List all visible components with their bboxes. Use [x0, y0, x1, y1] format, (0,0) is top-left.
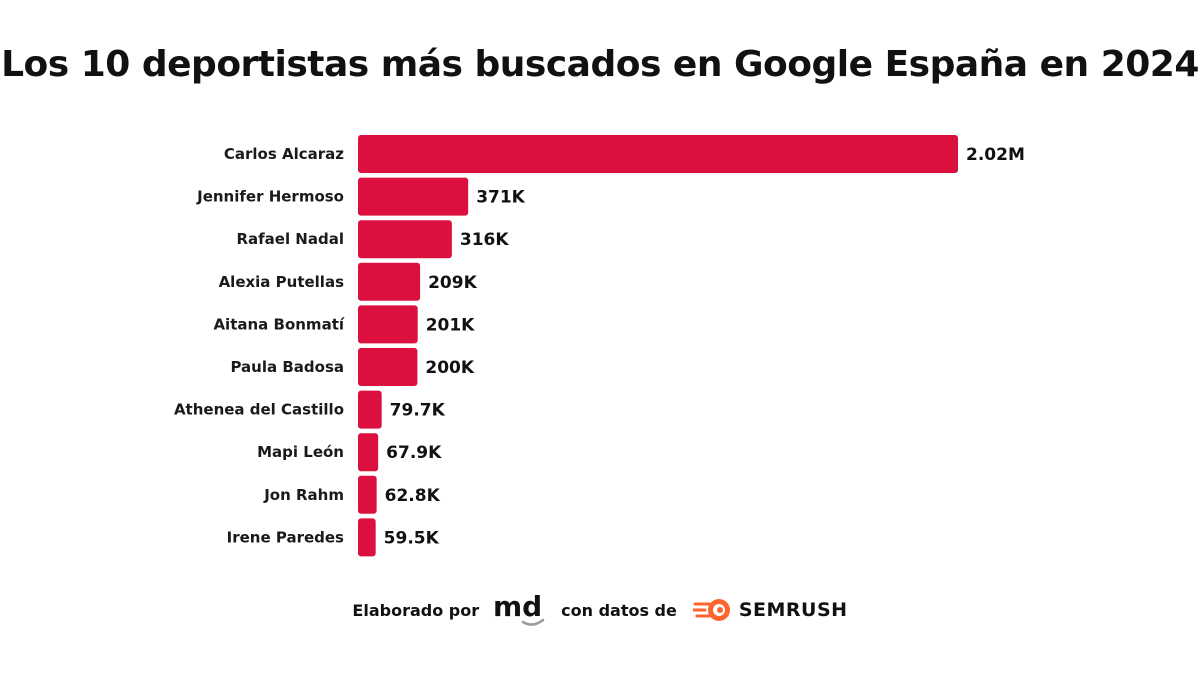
- category-label-6: Athenea del Castillo: [174, 401, 344, 419]
- value-label-5: 200K: [425, 358, 474, 378]
- bar-4: [358, 305, 418, 344]
- bar-3: [358, 262, 421, 301]
- bar-2: [358, 220, 452, 259]
- category-label-3: Alexia Putellas: [219, 273, 345, 291]
- bar-9: [358, 518, 376, 557]
- bar-5: [358, 348, 418, 386]
- data-from-label: con datos de: [561, 600, 677, 620]
- value-label-0: 2.02M: [966, 145, 1025, 165]
- category-label-2: Rafael Nadal: [236, 230, 344, 248]
- value-label-1: 371K: [476, 188, 525, 208]
- semrush-flame-icon: [692, 599, 730, 621]
- footer-credits: Elaborado por md con datos de SEMRUSH: [0, 590, 1200, 630]
- category-label-5: Paula Badosa: [230, 358, 344, 376]
- bar-7: [358, 433, 379, 472]
- category-label-9: Irene Paredes: [227, 528, 344, 546]
- md-logo-text: md: [493, 592, 542, 623]
- category-label-0: Carlos Alcaraz: [224, 145, 344, 163]
- value-label-3: 209K: [428, 273, 477, 293]
- value-label-8: 62.8K: [385, 486, 441, 506]
- category-label-8: Jon Rahm: [263, 486, 344, 504]
- bar-chart: Carlos Alcaraz 2.02M Jennifer Hermoso 371K R…: [174, 135, 1025, 557]
- semrush-logo: SEMRUSH: [692, 596, 848, 624]
- value-label-6: 79.7K: [390, 401, 446, 421]
- category-label-1: Jennifer Hermoso: [196, 188, 344, 206]
- md-logo: md: [493, 592, 545, 626]
- category-label-7: Mapi León: [257, 443, 344, 461]
- value-label-2: 316K: [460, 230, 509, 250]
- value-label-4: 201K: [426, 315, 475, 335]
- value-label-7: 67.9K: [386, 443, 442, 463]
- bar-8: [358, 475, 377, 514]
- bar-6: [358, 390, 382, 429]
- bar-1: [358, 177, 469, 216]
- chart-title: Los 10 deportistas más buscados en Googl…: [1, 44, 1199, 85]
- value-label-9: 59.5K: [384, 528, 440, 548]
- category-label-4: Aitana Bonmatí: [213, 315, 344, 333]
- made-by-label: Elaborado por: [352, 600, 480, 620]
- semrush-wordmark: SEMRUSH: [738, 599, 848, 621]
- bar-0: [358, 135, 958, 173]
